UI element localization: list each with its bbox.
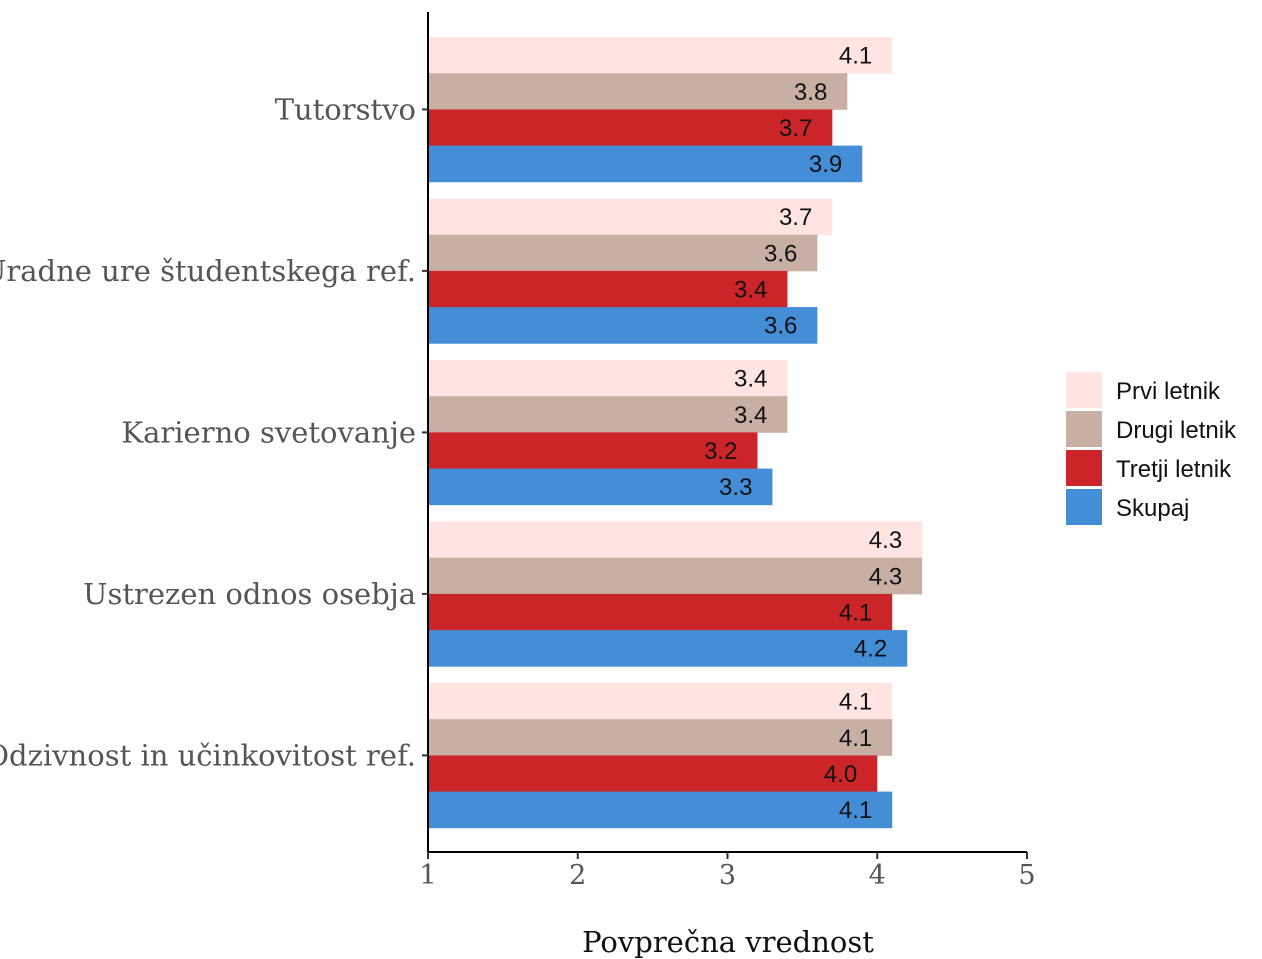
legend: Prvi letnik Drugi letnik Tretji letnik Skup…: [1066, 372, 1237, 525]
legend-swatch: [1066, 372, 1102, 408]
bar: [428, 360, 788, 397]
bar: [428, 521, 923, 559]
bar-value-label: 3.4: [734, 366, 767, 393]
bar-value-label: 3.2: [704, 438, 737, 465]
bar-value-label: 4.1: [839, 689, 872, 716]
bar-value-label: 4.0: [824, 761, 857, 788]
bar: [428, 468, 773, 506]
bar-value-label: 4.3: [869, 527, 902, 554]
bar: [428, 234, 818, 272]
x-tick-label: 5: [1018, 860, 1035, 891]
x-tick-label: 3: [719, 860, 736, 891]
bar-value-label: 3.6: [764, 240, 797, 267]
x-tick-label: 1: [419, 860, 436, 891]
category-label: Karierno svetovanje: [121, 415, 416, 449]
bar-value-label: 3.7: [779, 115, 812, 142]
bars-group: [428, 37, 923, 829]
bar: [428, 432, 758, 469]
value-labels-group: 4.1 3.8 3.7 3.9 3.7 3.6 3.4 3.6 3.4 3.4 3.2 3.3 4.3 4…: [704, 43, 902, 825]
bar: [428, 307, 818, 344]
bar: [428, 683, 893, 720]
bar-value-label: 4.1: [839, 725, 872, 752]
bar: [428, 270, 788, 308]
bar-value-label: 4.2: [854, 636, 887, 663]
bar: [428, 37, 893, 74]
bar-value-label: 3.7: [779, 204, 812, 231]
x-tick-label: 4: [869, 860, 886, 891]
category-label: Ustrezen odnos osebja: [83, 577, 416, 611]
bar-value-label: 4.1: [839, 797, 872, 824]
category-label: Tutorstvo: [275, 92, 416, 126]
bar: [428, 719, 893, 756]
bar-value-label: 3.6: [764, 313, 797, 340]
bar: [428, 109, 833, 146]
bar-value-label: 3.9: [809, 151, 842, 178]
bar-value-label: 3.4: [734, 402, 767, 429]
bar: [428, 791, 893, 829]
bar-value-label: 3.4: [734, 277, 767, 304]
bar-value-label: 4.3: [869, 563, 902, 590]
legend-label: Prvi letnik: [1116, 378, 1221, 405]
legend-swatch: [1066, 489, 1102, 525]
bar: [428, 593, 893, 631]
bar: [428, 557, 923, 595]
x-tick-label: 2: [569, 860, 586, 891]
x-axis-title: Povprečna vrednost: [582, 925, 874, 959]
bar: [428, 198, 833, 236]
category-label: Odzivnost in učinkovitost ref.: [0, 738, 416, 772]
bar: [428, 396, 788, 433]
x-axis: 1 2 3 4 5: [419, 852, 1036, 891]
legend-swatch: [1066, 450, 1102, 486]
y-axis: Tutorstvo Uradne ure študentskega ref. Kar…: [0, 92, 428, 772]
category-label: Uradne ure študentskega ref.: [0, 254, 416, 288]
legend-label: Drugi letnik: [1116, 417, 1237, 444]
legend-label: Tretji letnik: [1116, 456, 1232, 483]
bar: [428, 145, 863, 183]
bar: [428, 73, 848, 110]
bar-value-label: 3.8: [794, 79, 827, 106]
bar-value-label: 4.1: [839, 600, 872, 627]
bar: [428, 630, 908, 667]
bar-value-label: 4.1: [839, 43, 872, 70]
bar: [428, 755, 878, 792]
bar-value-label: 3.3: [719, 474, 752, 501]
legend-swatch: [1066, 411, 1102, 447]
legend-label: Skupaj: [1116, 495, 1189, 522]
